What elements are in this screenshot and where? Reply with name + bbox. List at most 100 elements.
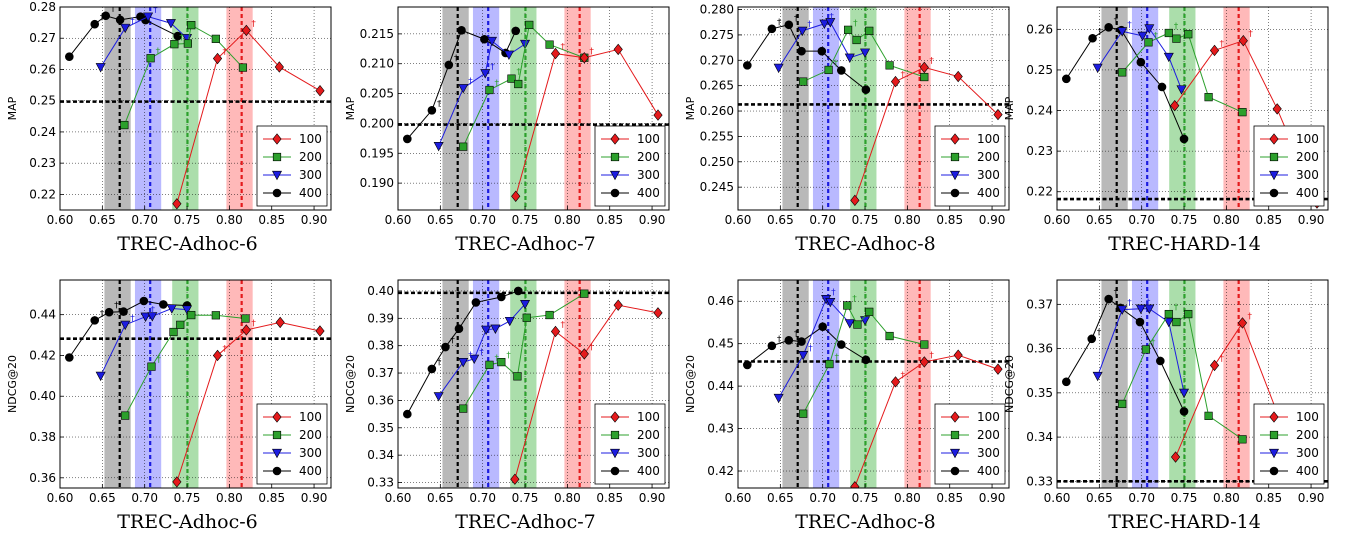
significance-marker: † (1097, 328, 1102, 338)
x-tick-label: 0.75 (174, 213, 201, 227)
legend-label-200: 200 (1296, 150, 1319, 164)
legend-label-100: 100 (977, 410, 1000, 424)
data-point-100 (274, 61, 284, 73)
legend: 100 200 300 400 (594, 125, 666, 207)
y-tick-label: 0.27 (29, 31, 56, 45)
confidence-band (564, 7, 591, 210)
x-tick-label: 0.90 (301, 213, 328, 227)
x-tick-label: 0.70 (469, 491, 496, 505)
data-point-100 (1209, 359, 1220, 372)
data-point-100 (550, 47, 561, 60)
legend-marker-200 (272, 430, 282, 440)
data-point-200 (799, 409, 808, 418)
y-tick-label: 0.35 (367, 421, 394, 435)
y-axis-label: NDCG@20 (684, 355, 697, 413)
significance-marker: † (852, 294, 857, 304)
data-point-200 (146, 54, 155, 63)
significance-marker: † (251, 19, 256, 29)
significance-marker: † (1127, 20, 1132, 30)
data-point-300 (182, 305, 193, 315)
data-point-400 (784, 20, 794, 30)
significance-marker: † (853, 19, 858, 29)
significance-marker: † (901, 71, 906, 81)
chart-title: TREC-HARD-14 (1108, 233, 1261, 255)
significance-marker: † (516, 68, 521, 78)
y-tick-label: 0.190 (360, 176, 394, 190)
data-point-200 (1172, 317, 1181, 327)
data-point-100 (890, 376, 901, 388)
x-tick-label: 0.60 (725, 491, 752, 505)
data-point-200 (852, 35, 861, 45)
x-tick-label: 0.65 (767, 491, 794, 505)
data-point-400 (817, 46, 827, 56)
confidence-band (564, 280, 591, 488)
data-point-300 (503, 50, 514, 60)
y-tick-label: 0.40 (29, 389, 56, 403)
x-tick-label: 0.70 (809, 213, 836, 227)
data-point-400 (1062, 74, 1071, 84)
legend-marker-300 (609, 448, 621, 459)
significance-marker: † (100, 13, 105, 23)
data-point-300 (480, 69, 491, 79)
x-tick-label: 0.80 (554, 491, 581, 505)
significance-marker: † (156, 356, 161, 366)
data-point-300 (147, 312, 158, 322)
legend: 100 200 300 400 (1253, 125, 1325, 207)
data-point-400 (861, 85, 871, 95)
data-point-200 (1141, 345, 1151, 354)
significance-marker: † (490, 62, 495, 72)
data-point-100 (510, 473, 520, 485)
x-tick-label: 0.75 (852, 213, 879, 227)
data-point-200 (485, 85, 494, 95)
data-point-200 (1184, 30, 1193, 39)
data-point-400 (837, 340, 846, 349)
legend-label-100: 100 (637, 132, 660, 146)
data-point-400 (861, 355, 871, 365)
data-point-300 (120, 23, 131, 34)
data-point-300 (1092, 63, 1103, 74)
x-tick-label: 0.85 (258, 491, 285, 505)
y-tick-label: 0.34 (367, 448, 394, 462)
x-tick-label: 0.60 (47, 213, 74, 227)
legend-marker-400 (272, 188, 282, 198)
chart-title: TREC-Adhoc-8 (795, 511, 936, 533)
significance-marker: † (561, 43, 566, 53)
legend-label-200: 200 (299, 150, 322, 164)
data-point-300 (487, 36, 498, 47)
data-point-100 (579, 52, 589, 64)
data-point-100 (953, 70, 963, 83)
significance-marker: † (929, 351, 934, 361)
data-point-100 (1272, 103, 1282, 115)
data-point-100 (613, 299, 623, 311)
legend-label-100: 100 (977, 132, 1000, 146)
y-tick-label: 0.265 (700, 79, 734, 93)
x-tick-label: 0.90 (1298, 213, 1325, 227)
legend-label-400: 400 (299, 464, 322, 478)
data-point-400 (497, 292, 506, 302)
legend-label-400: 400 (1296, 464, 1319, 478)
significance-marker: † (834, 59, 839, 69)
y-axis-label: MAP (684, 96, 697, 120)
confidence-band (812, 280, 840, 488)
data-point-200 (885, 61, 894, 70)
data-point-300 (520, 39, 531, 50)
data-point-200 (843, 25, 853, 34)
legend-marker-200 (950, 430, 960, 440)
data-point-300 (1117, 27, 1128, 37)
significance-marker: † (1153, 31, 1158, 41)
significance-marker: † (777, 18, 782, 28)
y-tick-label: 0.42 (707, 464, 734, 478)
data-point-400 (1179, 407, 1189, 416)
data-point-300 (797, 26, 808, 37)
x-tick-label: 0.85 (258, 213, 285, 227)
x-tick-label: 0.90 (1298, 491, 1325, 505)
significance-marker: † (901, 371, 906, 381)
legend-label-300: 300 (1296, 446, 1319, 460)
axes-frame (59, 279, 332, 489)
legend-label-300: 300 (637, 168, 660, 182)
x-tick-label: 0.60 (385, 213, 412, 227)
data-point-100 (172, 198, 182, 210)
x-tick-label: 0.90 (301, 491, 328, 505)
y-tick-label: 0.35 (1026, 386, 1053, 400)
confidence-band (134, 7, 162, 210)
